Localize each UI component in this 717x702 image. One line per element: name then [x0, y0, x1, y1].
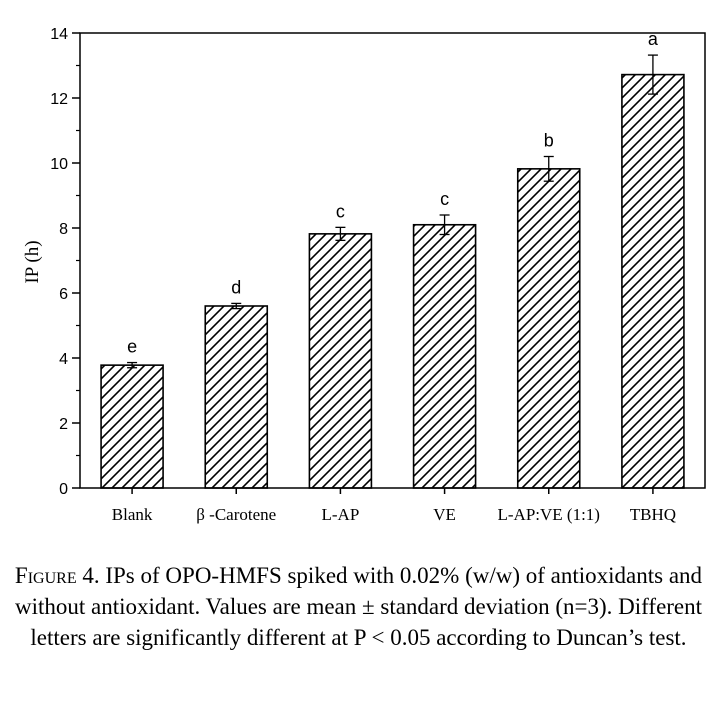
- bar-chart: 0 2 4 6 8 10 12 14 e Blank d β -Carotene c L-AP c VE b L-…: [22, 26, 706, 524]
- x-category-label: L-AP: [322, 505, 360, 524]
- axes: [72, 32, 706, 494]
- caption-text: IPs of OPO-HMFS spiked with 0.02% (w/w) …: [14, 563, 703, 650]
- y-tick-label: 12: [50, 91, 68, 108]
- y-tick-label: 0: [59, 481, 68, 498]
- y-tick-label: 14: [50, 26, 68, 43]
- y-tick-label: 6: [59, 286, 68, 303]
- bar: [204, 305, 269, 489]
- x-category-label: VE: [433, 505, 456, 524]
- bars: [100, 54, 685, 489]
- plot-frame: [79, 32, 706, 489]
- bar: [516, 168, 581, 489]
- figure-label: Figure 4.: [14, 563, 100, 588]
- y-tick-label: 2: [59, 416, 68, 433]
- significance-letter: a: [648, 29, 659, 49]
- significance-letter: b: [544, 131, 554, 151]
- figure-caption: Figure 4. IPs of OPO-HMFS spiked with 0.…: [10, 560, 707, 653]
- bar: [621, 73, 685, 489]
- x-category-label: Blank: [112, 505, 153, 524]
- significance-letter: c: [440, 189, 449, 209]
- labels: 0 2 4 6 8 10 12 14 e Blank d β -Carotene c L-AP c VE b L-…: [50, 26, 676, 524]
- significance-letter: e: [127, 337, 137, 357]
- significance-letter: c: [336, 201, 345, 221]
- x-category-label: β -Carotene: [196, 505, 276, 524]
- bar: [100, 364, 164, 489]
- y-tick-label: 4: [59, 351, 68, 368]
- y-tick-label: 8: [59, 221, 68, 238]
- bar: [308, 233, 373, 489]
- significance-letter: d: [231, 277, 241, 297]
- x-category-label: TBHQ: [630, 505, 676, 524]
- y-tick-label: 10: [50, 156, 68, 173]
- x-category-label: L-AP:VE (1:1): [498, 505, 600, 524]
- y-axis-label: IP (h): [22, 240, 43, 283]
- bar: [412, 223, 477, 489]
